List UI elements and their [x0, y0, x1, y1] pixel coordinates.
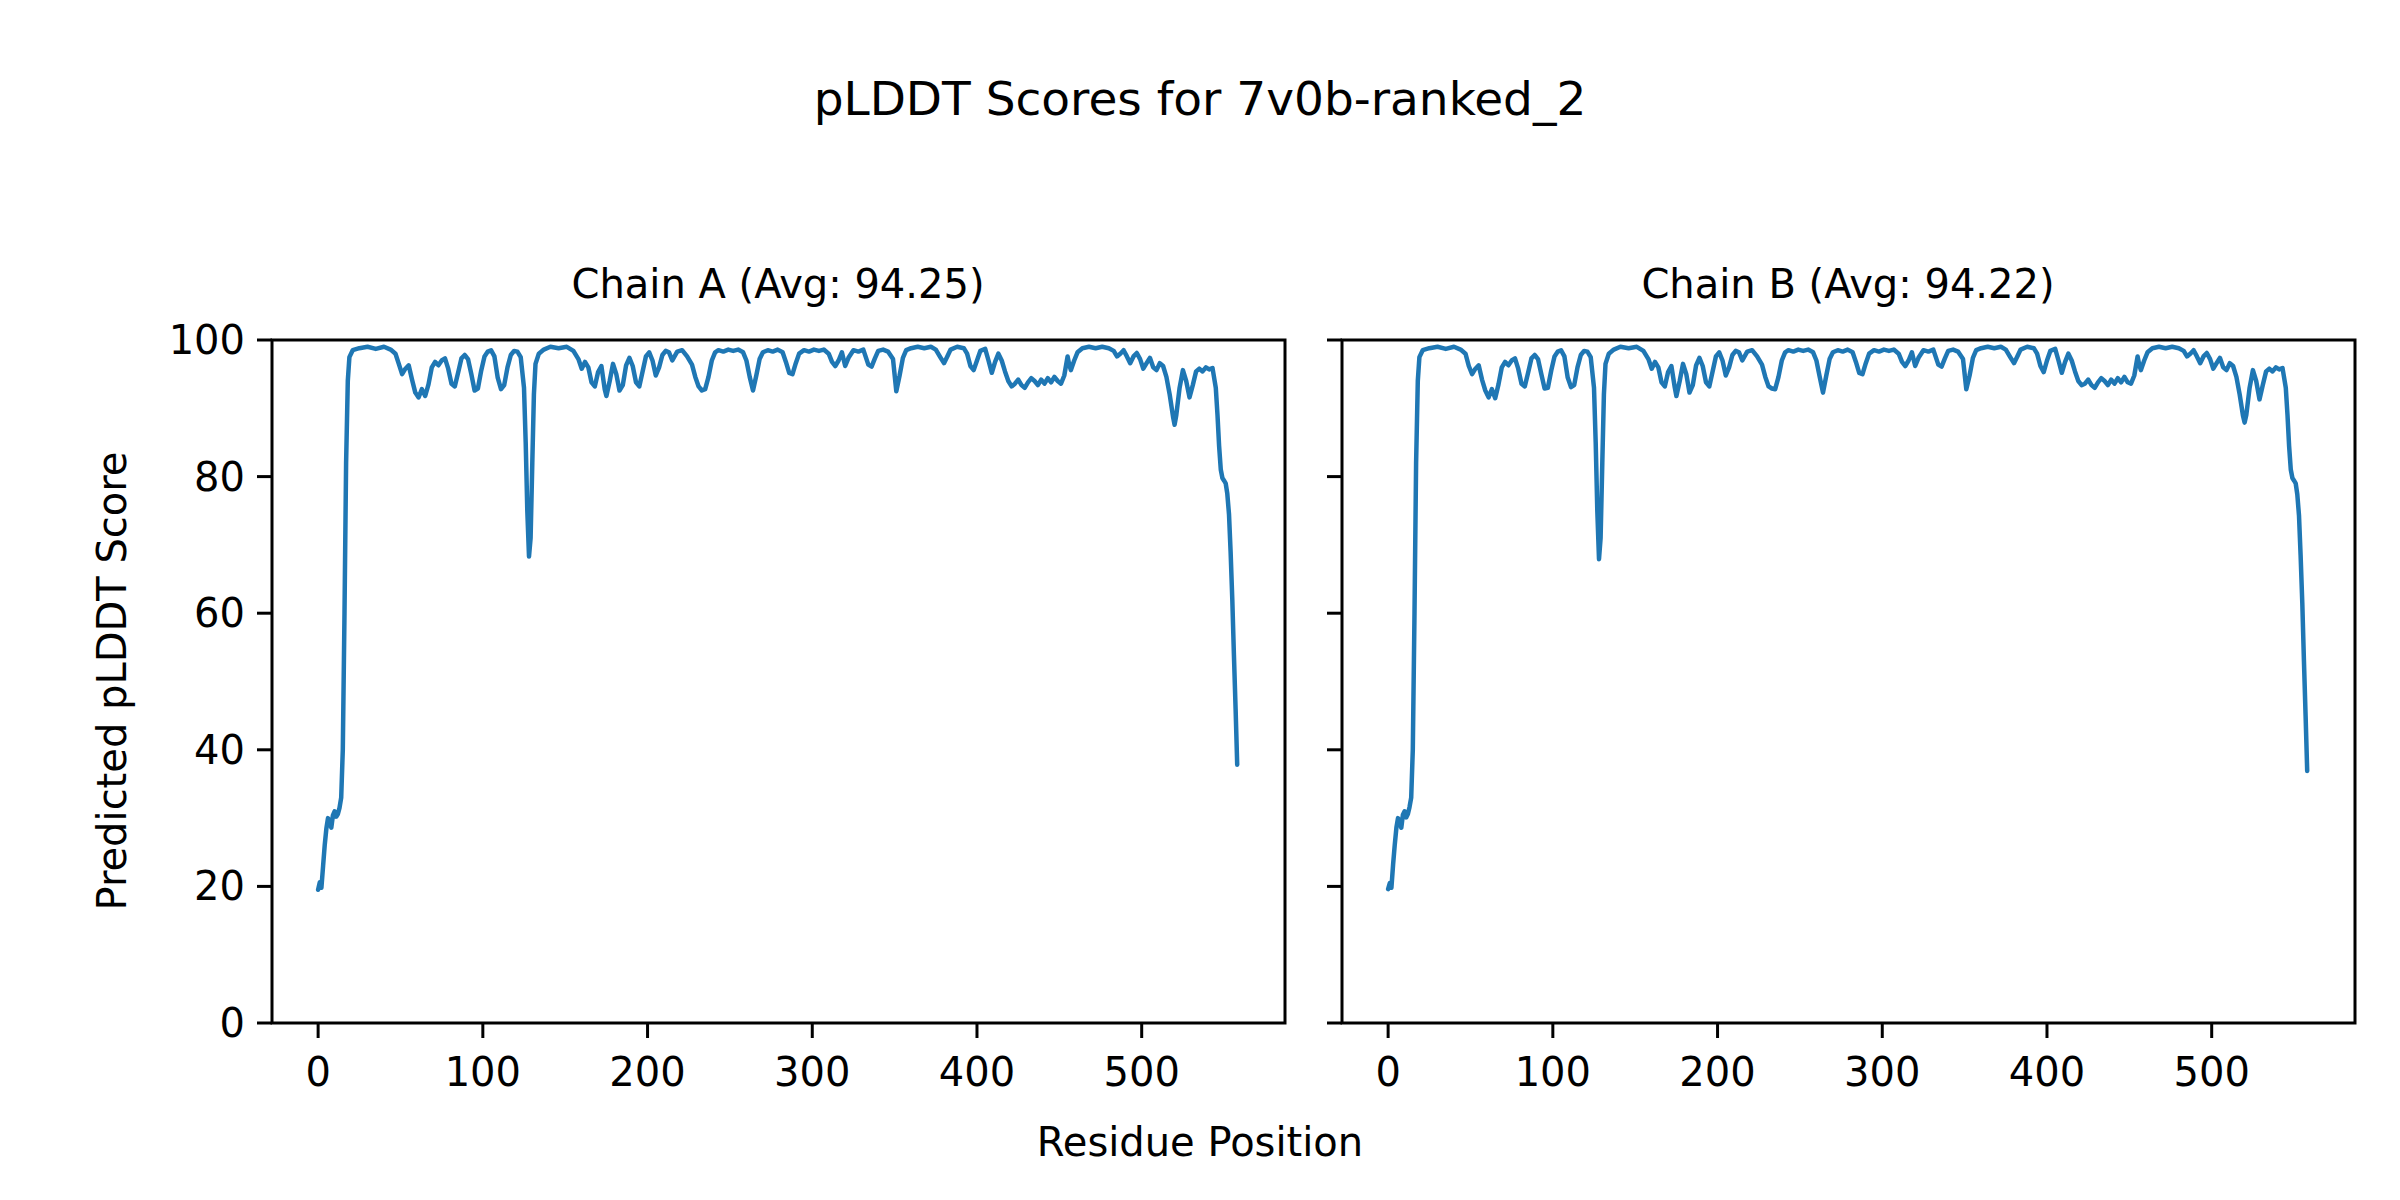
plddt-line-chain-a: [318, 347, 1237, 890]
x-tick-label: 200: [609, 1049, 685, 1095]
x-tick-label: 0: [305, 1049, 330, 1095]
x-tick-label: 500: [2174, 1049, 2250, 1095]
axes-spines: [1342, 340, 2355, 1023]
x-tick-label: 200: [1679, 1049, 1755, 1095]
chain-b-plot-area: 0 100 200 300 400 500: [1327, 340, 2355, 1095]
y-tick-label: 20: [194, 863, 245, 909]
x-tick-label: 400: [2009, 1049, 2085, 1095]
x-tick-label: 400: [939, 1049, 1015, 1095]
plddt-figure: pLDDT Scores for 7v0b-ranked_2 Chain A (…: [0, 0, 2400, 1200]
chain-b-subplot-title: Chain B (Avg: 94.22): [1641, 261, 2054, 307]
x-tick-label: 300: [1844, 1049, 1920, 1095]
chain-a-subplot-title: Chain A (Avg: 94.25): [571, 261, 984, 307]
y-tick-label: 60: [194, 590, 245, 636]
x-axis-label: Residue Position: [1037, 1119, 1363, 1165]
plddt-chart-svg: pLDDT Scores for 7v0b-ranked_2 Chain A (…: [0, 0, 2400, 1200]
y-tick-label: 40: [194, 727, 245, 773]
y-axis-label: Predicted pLDDT Score: [89, 452, 135, 911]
axes-spines: [272, 340, 1285, 1023]
y-tick-label: 0: [220, 1000, 245, 1046]
y-tick-label: 80: [194, 454, 245, 500]
x-tick-label: 0: [1375, 1049, 1400, 1095]
x-tick-label: 300: [774, 1049, 850, 1095]
y-tick-label: 100: [169, 317, 245, 363]
x-tick-label: 100: [445, 1049, 521, 1095]
x-tick-label: 100: [1515, 1049, 1591, 1095]
plddt-line-chain-b: [1388, 347, 2307, 889]
x-tick-label: 500: [1104, 1049, 1180, 1095]
chain-a-plot-area: 0 100 200 300 400 500 0 20 40 60 80 100: [169, 317, 1285, 1095]
figure-title: pLDDT Scores for 7v0b-ranked_2: [814, 71, 1587, 126]
